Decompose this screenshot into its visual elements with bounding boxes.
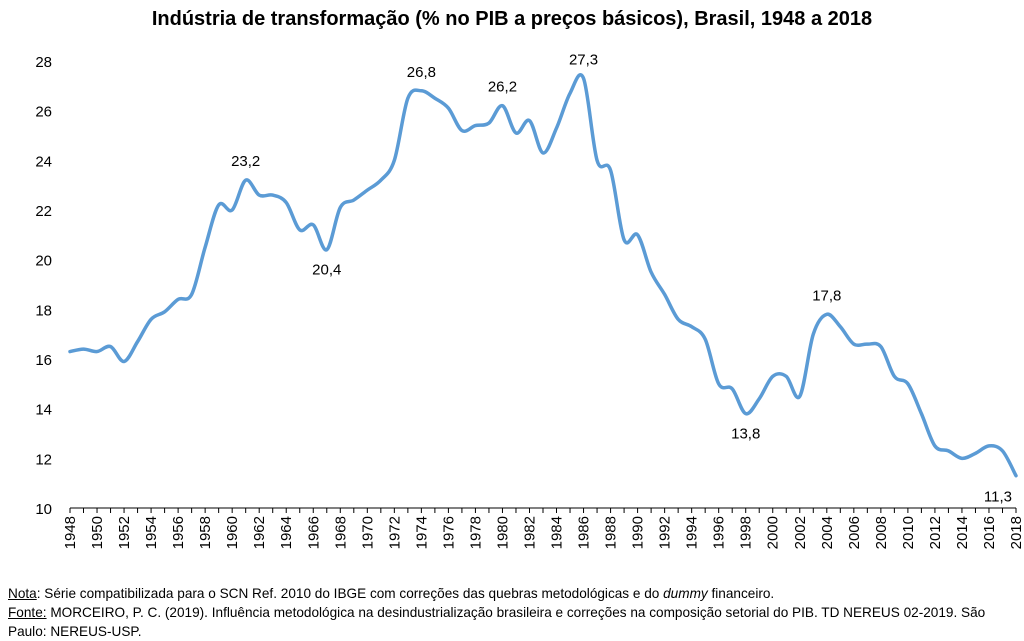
- y-tick-label: 20: [35, 253, 52, 270]
- y-axis: 10 12 14 16 18 20 22 24 26 28: [35, 54, 52, 518]
- x-tick-label: 2012: [927, 516, 944, 549]
- x-axis: 1948 1950 1952 1954 1956 1958 1960 1962 1964 1966…: [62, 508, 1024, 549]
- x-tick-label: 1990: [630, 516, 647, 549]
- x-tick-label: 2002: [792, 516, 809, 549]
- x-tick-label: 1966: [305, 516, 322, 549]
- x-tick-label: 1992: [657, 516, 674, 549]
- y-tick-label: 22: [35, 203, 52, 220]
- y-tick-label: 28: [35, 54, 52, 71]
- line-chart: 10 12 14 16 18 20 22 24 26 28 1948 1950 1952 1954 195…: [0, 0, 1024, 580]
- x-tick-label: 2018: [1008, 516, 1024, 549]
- x-tick-label: 1956: [170, 516, 187, 549]
- data-label: 17,8: [812, 287, 841, 304]
- x-tick-label: 1958: [197, 516, 214, 549]
- x-tick-label: 1976: [440, 516, 457, 549]
- series-line: [70, 75, 1016, 476]
- y-tick-label: 16: [35, 352, 52, 369]
- x-tick-label: 1978: [467, 516, 484, 549]
- y-tick-label: 26: [35, 104, 52, 121]
- x-tick-label: 2004: [819, 516, 836, 549]
- data-label: 26,8: [407, 64, 436, 81]
- y-tick-label: 10: [35, 501, 52, 518]
- nota-text-2: financeiro.: [708, 586, 775, 601]
- x-tick-label: 1950: [89, 516, 106, 549]
- x-tick-label: 1962: [251, 516, 268, 549]
- fonte-text: MORCEIRO, P. C. (2019). Influência metod…: [8, 605, 985, 639]
- x-tick-label: 2016: [981, 516, 998, 549]
- data-label: 20,4: [312, 262, 341, 279]
- x-tick-label: 2010: [900, 516, 917, 549]
- x-tick-label: 1954: [143, 516, 160, 549]
- x-tick-label: 1982: [521, 516, 538, 549]
- x-tick-label: 2006: [846, 516, 863, 549]
- data-label: 13,8: [731, 426, 760, 443]
- x-tick-label: 1994: [684, 516, 701, 549]
- data-label: 23,2: [231, 153, 260, 170]
- y-tick-label: 18: [35, 302, 52, 319]
- x-tick-label: 1972: [386, 516, 403, 549]
- x-tick-label: 1952: [116, 516, 133, 549]
- x-tick-label: 2000: [765, 516, 782, 549]
- data-label: 11,3: [984, 489, 1012, 506]
- series-group: [70, 75, 1016, 476]
- chart-notes: Nota: Série compatibilizada para o SCN R…: [8, 584, 1013, 641]
- x-tick-label: 1948: [62, 516, 79, 549]
- x-tick-label: 1980: [494, 516, 511, 549]
- nota-label: Nota: [8, 586, 37, 601]
- x-tick-label: 1970: [359, 516, 376, 549]
- x-tick-label: 1988: [603, 516, 620, 549]
- x-tick-label: 2008: [873, 516, 890, 549]
- x-tick-label: 1968: [332, 516, 349, 549]
- x-tick-label: 1986: [576, 516, 593, 549]
- fonte-line: Fonte: MORCEIRO, P. C. (2019). Influênci…: [8, 603, 1013, 641]
- y-tick-label: 14: [35, 402, 52, 419]
- x-tick-label: 1998: [738, 516, 755, 549]
- nota-italic: dummy: [663, 586, 708, 601]
- x-tick-label: 1974: [413, 516, 430, 549]
- x-tick-label: 1964: [278, 516, 295, 549]
- x-tick-label: 1960: [224, 516, 241, 549]
- x-tick-label: 1996: [711, 516, 728, 549]
- data-label: 27,3: [569, 51, 598, 68]
- data-labels: 23,2 20,4 26,8 26,2 27,3 13,8 17,8 11,3: [231, 51, 1012, 505]
- nota-text-1: : Série compatibilizada para o SCN Ref. …: [37, 586, 663, 601]
- fonte-label: Fonte:: [8, 605, 47, 620]
- x-tick-label: 2014: [954, 516, 971, 549]
- nota-line: Nota: Série compatibilizada para o SCN R…: [8, 584, 1013, 603]
- y-tick-label: 12: [35, 451, 52, 468]
- y-tick-label: 24: [35, 153, 52, 170]
- data-label: 26,2: [488, 79, 517, 96]
- x-tick-label: 1984: [549, 516, 566, 549]
